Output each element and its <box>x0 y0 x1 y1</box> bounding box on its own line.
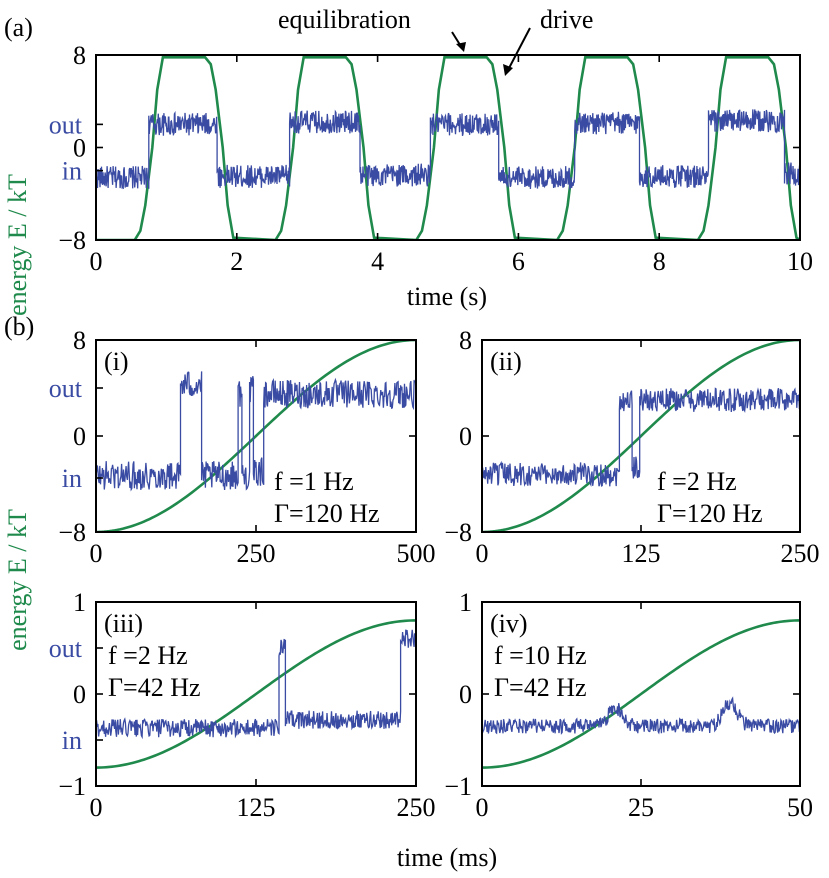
drive-arrowhead <box>503 64 513 76</box>
x-tick-label: 2 <box>230 247 243 276</box>
signal-trace-i <box>96 371 416 492</box>
signal-trace-a <box>96 109 800 191</box>
y-tick-label: 1 <box>459 588 472 617</box>
y-tick-label: −1 <box>444 772 472 801</box>
x-tick-label: 6 <box>512 247 525 276</box>
drive-curve-iv <box>482 619 800 769</box>
panel-annotation-ii: f =2 Hz <box>657 467 737 496</box>
x-tick-label: 0 <box>90 793 103 822</box>
x-axis-label-a: time (s) <box>407 282 487 311</box>
annotation-drive: drive <box>540 5 593 34</box>
x-tick-label: 8 <box>653 247 666 276</box>
panel-label-i: (i) <box>104 347 129 376</box>
y-tick-label: 0 <box>73 680 86 709</box>
panel-label-ii: (ii) <box>490 347 522 376</box>
drive-curve-a <box>96 56 800 240</box>
x-tick-label: 250 <box>237 539 276 568</box>
y-tick-label: 8 <box>459 326 472 355</box>
y-tick-label: −8 <box>58 226 86 255</box>
y-tick-label: 8 <box>73 41 86 70</box>
panel-label-iv: (iv) <box>490 609 528 638</box>
y-tick-label: −1 <box>58 772 86 801</box>
y-tick-label: −8 <box>444 518 472 547</box>
x-tick-label: 500 <box>397 539 436 568</box>
equilibration-arrowhead <box>456 42 466 52</box>
drive-curve-i <box>96 340 416 532</box>
x-tick-label: 0 <box>476 539 489 568</box>
x-tick-label: 4 <box>371 247 384 276</box>
signal-trace-ii <box>482 387 800 488</box>
x-tick-label: 125 <box>622 539 661 568</box>
state-label-in: in <box>62 157 82 186</box>
y-tick-label: 0 <box>459 422 472 451</box>
panel-annotation-i: f =1 Hz <box>274 467 354 496</box>
drive-arrow <box>507 27 531 71</box>
x-tick-label: 0 <box>476 793 489 822</box>
x-tick-label: 25 <box>628 793 654 822</box>
panel-annotation-i: Γ=120 Hz <box>274 499 380 528</box>
annotation-equilibration: equilibration <box>278 5 411 34</box>
state-label-in: in <box>62 464 82 493</box>
y-tick-label: 0 <box>73 134 86 163</box>
x-tick-label: 250 <box>397 793 436 822</box>
x-tick-label: 0 <box>90 539 103 568</box>
panel-annotation-iv: f =10 Hz <box>494 641 587 670</box>
x-axis-label-b: time (ms) <box>397 843 497 872</box>
state-label-out: out <box>49 110 83 139</box>
panel-annotation-iii: Γ=42 Hz <box>108 673 201 702</box>
y-axis-label-a: energy E / kT <box>3 174 32 316</box>
panel-annotation-iii: f =2 Hz <box>108 641 188 670</box>
x-tick-label: 250 <box>781 539 820 568</box>
y-tick-label: 0 <box>459 680 472 709</box>
x-tick-label: 125 <box>237 793 276 822</box>
axes-frame-a <box>95 54 801 241</box>
drive-curve-iii <box>96 619 416 769</box>
y-tick-label: 8 <box>73 326 86 355</box>
signal-trace-iii <box>96 629 416 740</box>
y-tick-label: 1 <box>73 588 86 617</box>
panel-b-label: (b) <box>4 312 34 341</box>
state-label-out: out <box>49 634 83 663</box>
drive-curve-ii <box>482 340 800 532</box>
y-tick-label: −8 <box>58 518 86 547</box>
state-label-out: out <box>49 374 83 403</box>
y-tick-label: 0 <box>73 422 86 451</box>
panel-a-label: (a) <box>4 13 33 42</box>
panel-annotation-iv: Γ=42 Hz <box>494 673 587 702</box>
y-axis-label-b: energy E / kT <box>3 509 32 651</box>
x-tick-label: 50 <box>787 793 813 822</box>
signal-trace-iv <box>482 696 800 735</box>
x-tick-label: 0 <box>90 247 103 276</box>
panel-annotation-ii: Γ=120 Hz <box>657 499 763 528</box>
state-label-in: in <box>62 726 82 755</box>
panel-label-iii: (iii) <box>104 609 143 638</box>
x-tick-label: 10 <box>787 247 813 276</box>
